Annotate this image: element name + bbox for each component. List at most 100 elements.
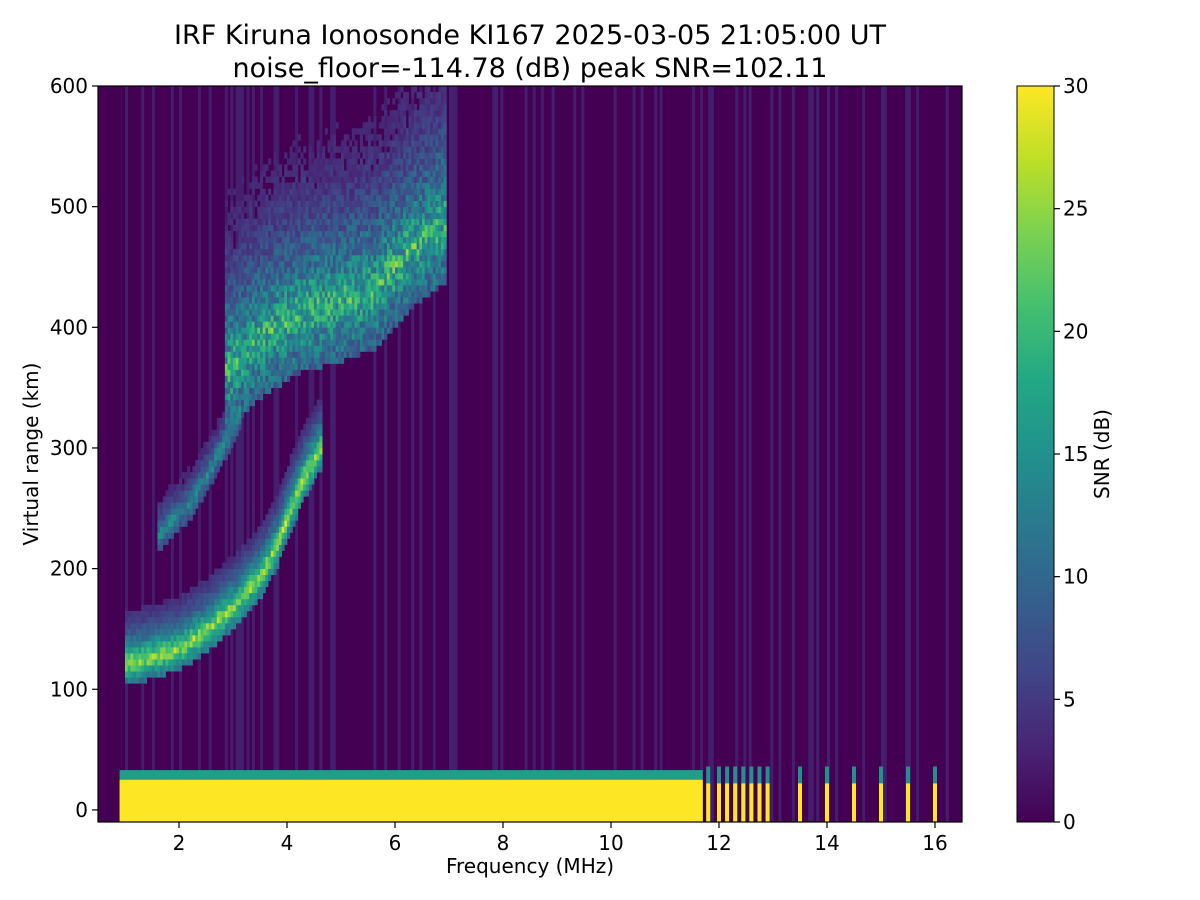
snr-cell — [160, 647, 164, 654]
snr-cell — [152, 659, 156, 666]
snr-cell — [386, 134, 390, 141]
snr-cell — [435, 116, 439, 123]
snr-cell — [305, 309, 309, 316]
snr-cell — [289, 460, 293, 467]
snr-cell — [368, 261, 372, 268]
snr-cell — [330, 170, 334, 177]
snr-cell — [443, 164, 447, 171]
snr-cell — [314, 291, 318, 298]
x-tick-label: 12 — [706, 831, 731, 855]
snr-cell — [384, 261, 388, 268]
snr-cell — [324, 273, 328, 280]
snr-cell — [327, 224, 331, 232]
snr-cell — [219, 629, 223, 636]
snr-cell — [273, 351, 277, 358]
snr-cell — [322, 279, 326, 286]
snr-cell — [300, 164, 304, 171]
snr-cell — [197, 629, 201, 636]
snr-cell — [368, 128, 372, 135]
snr-cell — [241, 242, 245, 250]
snr-cell — [324, 327, 328, 334]
snr-cell — [330, 321, 334, 328]
snr-cell — [416, 164, 420, 171]
snr-cell — [338, 321, 342, 328]
snr-cell — [335, 297, 339, 304]
snr-cell — [230, 321, 234, 328]
snr-cell — [238, 218, 242, 226]
snr-cell — [397, 248, 401, 256]
noise-column — [748, 86, 752, 822]
chart-title: IRF Kiruna Ionosonde KI167 2025-03-05 21… — [174, 20, 887, 51]
snr-cell — [284, 321, 288, 328]
snr-cell — [284, 478, 288, 485]
carrier-line — [741, 783, 746, 822]
snr-cell — [227, 333, 231, 340]
snr-cell — [392, 110, 396, 117]
snr-cell — [419, 194, 423, 201]
snr-cell — [332, 285, 336, 292]
snr-cell — [224, 399, 228, 407]
snr-cell — [422, 104, 426, 111]
snr-cell — [160, 610, 164, 618]
snr-cell — [322, 261, 326, 268]
snr-cell — [332, 267, 336, 274]
snr-cell — [284, 472, 288, 479]
snr-cell — [397, 128, 401, 135]
snr-cell — [224, 604, 228, 612]
snr-cell — [125, 635, 129, 642]
snr-cell — [235, 604, 239, 612]
snr-cell — [149, 647, 153, 654]
snr-cell — [386, 188, 390, 195]
snr-cell — [241, 580, 245, 588]
snr-cell — [316, 435, 320, 443]
snr-cell — [284, 538, 288, 545]
snr-cell — [303, 448, 307, 455]
snr-cell — [270, 550, 274, 557]
snr-cell — [125, 647, 129, 654]
snr-cell — [287, 375, 291, 382]
snr-cell — [357, 206, 361, 214]
snr-cell — [233, 399, 237, 407]
snr-cell — [233, 285, 237, 292]
snr-cell — [386, 200, 390, 207]
snr-cell — [373, 218, 377, 226]
snr-cell — [138, 610, 142, 618]
snr-cell — [206, 641, 210, 648]
snr-cell — [335, 212, 339, 220]
snr-cell — [173, 526, 177, 533]
snr-cell — [327, 333, 331, 340]
snr-cell — [189, 653, 193, 660]
snr-cell — [427, 176, 431, 183]
snr-cell — [440, 140, 444, 147]
snr-cell — [430, 98, 434, 105]
snr-cell — [143, 616, 147, 624]
snr-cell — [230, 327, 234, 334]
snr-cell — [384, 279, 388, 286]
snr-cell — [260, 194, 264, 201]
snr-cell — [260, 574, 264, 582]
snr-cell — [416, 273, 420, 280]
snr-cell — [338, 194, 342, 201]
snr-cell — [324, 212, 328, 220]
snr-cell — [265, 291, 269, 298]
snr-cell — [427, 188, 431, 195]
snr-cell — [143, 635, 147, 642]
snr-cell — [281, 279, 285, 286]
snr-cell — [222, 580, 226, 588]
snr-cell — [378, 194, 382, 201]
snr-cell — [235, 267, 239, 274]
snr-cell — [432, 212, 436, 220]
snr-cell — [411, 176, 415, 183]
snr-cell — [416, 116, 420, 123]
snr-cell — [249, 574, 253, 582]
snr-cell — [373, 224, 377, 232]
snr-cell — [181, 484, 185, 491]
snr-cell — [389, 236, 393, 244]
noise-column — [945, 86, 949, 822]
snr-cell — [368, 267, 372, 274]
snr-cell — [435, 212, 439, 220]
snr-cell — [389, 116, 393, 123]
snr-cell — [384, 158, 388, 165]
snr-cell — [206, 592, 210, 600]
